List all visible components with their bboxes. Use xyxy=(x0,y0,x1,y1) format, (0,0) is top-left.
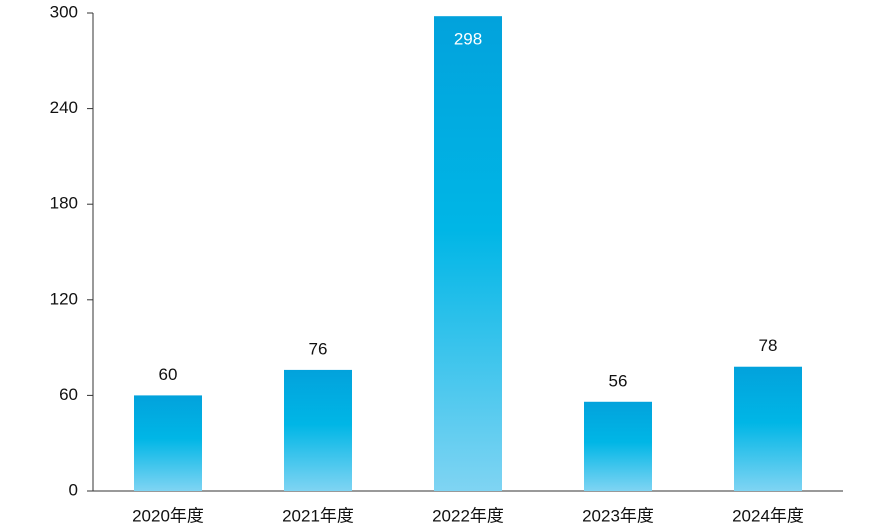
value-label: 298 xyxy=(454,30,482,49)
x-tick-label: 2023年度 xyxy=(582,506,654,525)
bar xyxy=(284,369,352,491)
x-tick-label: 2021年度 xyxy=(282,506,354,525)
x-tick-label: 2020年度 xyxy=(132,506,204,525)
bar xyxy=(584,401,652,491)
y-tick-label: 60 xyxy=(59,385,78,404)
bar xyxy=(434,16,502,491)
y-tick-label: 300 xyxy=(50,2,78,21)
x-tick-label: 2024年度 xyxy=(732,506,804,525)
y-tick-label: 240 xyxy=(50,98,78,117)
y-tick-label: 120 xyxy=(50,289,78,308)
value-label: 76 xyxy=(309,339,328,358)
value-label: 78 xyxy=(759,336,778,355)
x-tick-label: 2022年度 xyxy=(432,506,504,525)
value-label: 60 xyxy=(159,365,178,384)
y-tick-label: 0 xyxy=(69,480,78,499)
bar xyxy=(734,366,802,491)
bar xyxy=(134,395,202,491)
value-label: 56 xyxy=(609,371,628,390)
y-tick-label: 180 xyxy=(50,194,78,213)
